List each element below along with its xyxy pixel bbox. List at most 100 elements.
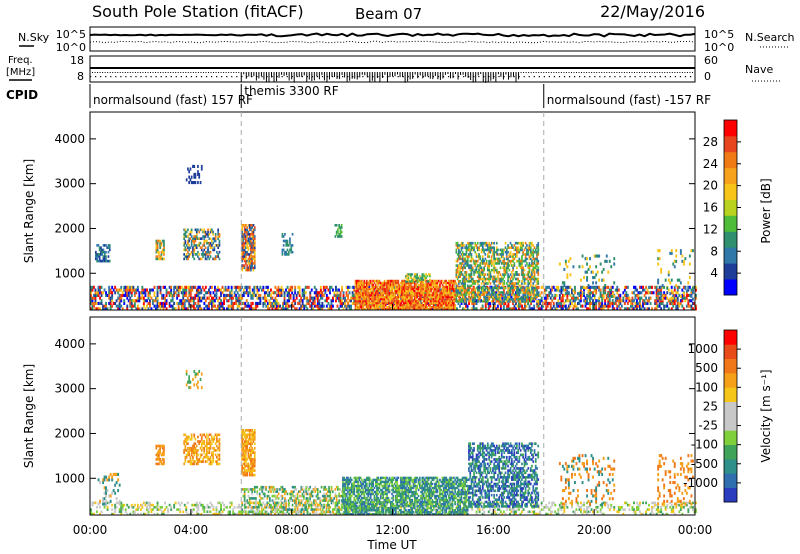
heatmap-cell [421, 281, 424, 285]
heatmap-cell [634, 307, 637, 311]
heatmap-cell [563, 301, 566, 305]
heatmap-cell [500, 275, 503, 279]
heatmap-cell [583, 299, 585, 303]
heatmap-cell [355, 281, 358, 285]
heatmap-cell [378, 279, 381, 283]
heatmap-cell [194, 228, 197, 232]
heatmap-cell [286, 299, 289, 303]
heatmap-cell [489, 250, 492, 254]
heatmap-cell [413, 301, 416, 305]
heatmap-cell [193, 164, 196, 168]
heatmap-cell [456, 257, 459, 261]
heatmap-cell [679, 301, 682, 305]
heatmap-cell [456, 268, 459, 272]
heatmap-cell [504, 297, 507, 301]
heatmap-cell [519, 296, 522, 300]
heatmap-cell [403, 285, 406, 289]
heatmap-cell [254, 285, 257, 289]
heatmap-cell [206, 253, 208, 256]
heatmap-cell [214, 285, 216, 289]
heatmap-cell [646, 291, 649, 295]
nave-dot [463, 76, 465, 78]
heatmap-cell [163, 248, 165, 252]
heatmap-cell [468, 244, 470, 247]
heatmap-cell [518, 291, 521, 294]
heatmap-cell [417, 287, 420, 291]
heatmap-cell [537, 273, 540, 276]
heatmap-cell [347, 304, 349, 308]
heatmap-cell [132, 299, 135, 303]
heatmap-cell [463, 253, 465, 256]
heatmap-cell [482, 288, 484, 292]
heatmap-cell [480, 277, 483, 281]
heatmap-cell [495, 241, 498, 245]
heatmap-cell [617, 301, 620, 305]
heatmap-cell [466, 304, 469, 308]
heatmap-cell [466, 255, 469, 258]
heatmap-cell [513, 285, 516, 289]
heatmap-cell [524, 293, 527, 296]
heatmap-cell [159, 246, 161, 249]
heatmap-cell [495, 291, 498, 295]
heatmap-cell [482, 271, 484, 274]
heatmap-cell [135, 299, 138, 303]
heatmap-cell [499, 295, 502, 299]
heatmap-cell [165, 307, 168, 311]
heatmap-cell [136, 288, 139, 292]
heatmap-cell [408, 293, 411, 297]
heatmap-cell [523, 286, 526, 290]
heatmap-cell [207, 230, 209, 234]
heatmap-cell [424, 287, 426, 291]
heatmap-cell [149, 301, 151, 305]
heatmap-cell [469, 250, 472, 254]
heatmap-cell [247, 230, 250, 234]
heatmap-cell [230, 307, 233, 311]
heatmap-cell [242, 264, 245, 267]
heatmap-cell [456, 293, 459, 296]
heatmap-cell [417, 306, 420, 309]
nave-dot [453, 76, 455, 78]
heatmap-cell [141, 296, 144, 300]
heatmap-cell [411, 308, 414, 311]
heatmap-cell [403, 283, 406, 287]
heatmap-cell [529, 246, 532, 249]
heatmap-cell [453, 293, 455, 297]
heatmap-cell [209, 237, 212, 240]
heatmap-cell [519, 241, 522, 245]
heatmap-cell [421, 304, 424, 307]
heatmap-cell [200, 246, 203, 249]
heatmap-cell [468, 253, 470, 256]
heatmap-cell [602, 307, 605, 311]
heatmap-cell [461, 250, 464, 254]
heatmap-cell [622, 291, 625, 295]
heatmap-cell [465, 255, 468, 258]
heatmap-cell [376, 281, 378, 285]
heatmap-cell [207, 246, 209, 249]
heatmap-cell [478, 271, 480, 274]
heatmap-cell [383, 279, 386, 283]
heatmap-cell [395, 308, 397, 311]
heatmap-cell [488, 241, 490, 245]
heatmap-cell [417, 291, 420, 295]
heatmap-cell [439, 283, 441, 287]
heatmap-cell [188, 253, 190, 256]
heatmap-cell [482, 277, 484, 281]
heatmap-cell [100, 291, 103, 295]
nave-dot [90, 76, 92, 78]
heatmap-cell [466, 241, 469, 245]
heatmap-cell [396, 301, 398, 305]
heatmap-cell [534, 295, 537, 299]
heatmap-cell [592, 307, 594, 311]
heatmap-cell [419, 280, 421, 283]
heatmap-cell [382, 291, 385, 295]
heatmap-cell [426, 287, 429, 291]
heatmap-cell [456, 291, 459, 294]
heatmap-cell [445, 297, 448, 301]
heatmap-cell [159, 257, 161, 261]
heatmap-cell [532, 291, 535, 294]
heatmap-cell [325, 296, 328, 300]
heatmap-cell [192, 255, 194, 258]
heatmap-cell [147, 291, 150, 295]
heatmap-cell [625, 296, 628, 300]
